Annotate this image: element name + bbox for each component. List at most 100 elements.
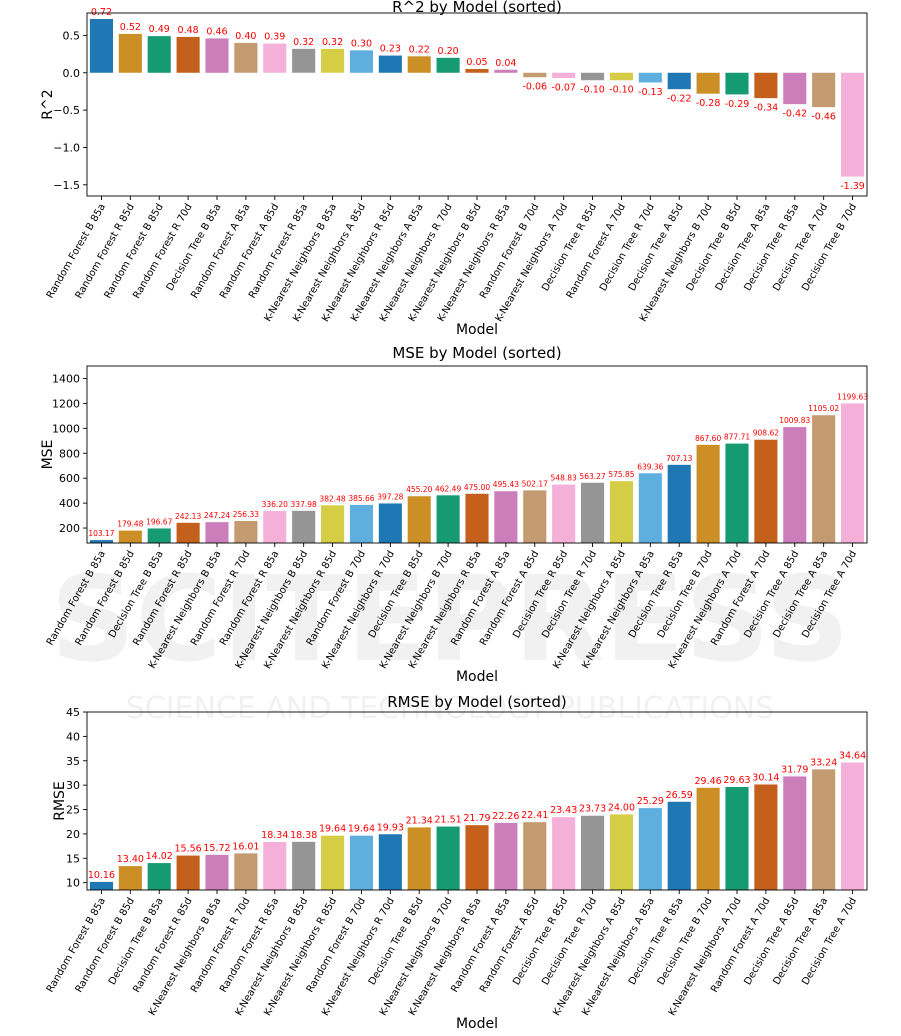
data-label: 0.49	[149, 24, 170, 35]
bar	[118, 33, 142, 73]
data-label: 25.29	[637, 796, 664, 807]
data-label: 21.79	[463, 813, 490, 824]
x-tick-label: Decision Tree R 70d	[598, 202, 657, 293]
data-label: -0.06	[522, 82, 547, 93]
y-tick-label: 25	[66, 804, 80, 817]
x-tick-label: Decision Tree A 70d	[771, 202, 830, 293]
bar	[321, 505, 345, 543]
data-label: -0.07	[551, 82, 576, 93]
watermark-subtext: SCIENCE AND TECHNOLOGY PUBLICATIONS	[126, 691, 775, 726]
bar	[292, 841, 316, 890]
bar	[754, 439, 778, 543]
y-tick-label: 600	[59, 472, 80, 485]
data-label: 0.05	[466, 57, 487, 68]
data-label: 0.32	[293, 37, 314, 48]
bar	[263, 842, 287, 890]
bar	[638, 808, 662, 890]
x-tick-label: Decision Tree A 85a	[714, 202, 773, 293]
bar	[349, 504, 373, 543]
x-axis-label: Model	[456, 322, 498, 338]
y-tick-label: 30	[66, 779, 80, 792]
data-label: 0.46	[206, 26, 227, 37]
bar	[523, 490, 547, 543]
bar	[118, 530, 142, 543]
bar	[494, 822, 518, 890]
bar	[436, 826, 460, 890]
data-label: 18.34	[261, 830, 288, 841]
data-label: -0.34	[754, 103, 779, 114]
data-label: 385.66	[348, 494, 374, 503]
bar	[754, 72, 778, 99]
data-label: 548.83	[551, 474, 577, 483]
data-label: 1009.83	[779, 416, 810, 425]
data-label: 31.79	[781, 764, 808, 775]
bar	[581, 72, 605, 81]
x-tick-label: Decision Tree B 70d	[800, 202, 859, 293]
bar	[812, 415, 836, 543]
bar	[667, 801, 691, 890]
data-label: 475.00	[464, 483, 490, 492]
data-label: 16.01	[232, 841, 259, 852]
data-label: -0.28	[696, 98, 721, 109]
y-tick-label: 1400	[52, 372, 80, 385]
bar	[465, 69, 489, 73]
bar	[552, 484, 576, 543]
bar	[118, 866, 142, 890]
bar	[581, 482, 605, 543]
bar	[378, 503, 402, 543]
data-label: 26.59	[666, 790, 693, 801]
x-tick-label: Decision Tree B 85d	[685, 202, 744, 293]
data-label: 336.20	[262, 500, 288, 509]
bar	[349, 50, 373, 73]
y-axis-label: MSE	[40, 440, 56, 470]
bar	[667, 72, 691, 90]
data-label: 21.51	[435, 815, 462, 826]
bar	[176, 522, 200, 543]
bar	[581, 815, 605, 890]
y-tick-label: 15	[66, 852, 80, 865]
bar	[696, 787, 720, 890]
bar	[436, 495, 460, 543]
data-label: 29.46	[695, 776, 722, 787]
bar	[667, 464, 691, 543]
y-axis-label: R^2	[40, 89, 56, 119]
y-tick-label: 35	[66, 755, 80, 768]
data-label: 0.40	[235, 31, 256, 42]
bar	[321, 835, 345, 890]
data-label: 462.49	[435, 484, 461, 493]
data-label: 382.48	[319, 494, 345, 503]
bar	[725, 786, 749, 890]
data-label: 495.43	[493, 480, 519, 489]
data-label: 30.14	[752, 772, 779, 783]
bar	[234, 853, 258, 890]
x-tick-label: Decision Tree R 85d	[540, 202, 599, 293]
bar	[783, 427, 807, 543]
data-label: 877.71	[724, 433, 750, 442]
bar	[378, 834, 402, 890]
bar	[638, 72, 662, 83]
data-label: 337.98	[291, 500, 317, 509]
y-tick-label: 45	[66, 706, 80, 719]
bar	[147, 36, 171, 73]
x-tick-label: Decision Tree R 70d	[540, 896, 599, 987]
y-tick-label: 200	[59, 522, 80, 535]
bar	[263, 511, 287, 543]
bar	[696, 444, 720, 543]
bar	[725, 72, 749, 95]
data-label: 33.24	[810, 757, 837, 768]
data-label: 707.13	[666, 454, 692, 463]
bar	[609, 481, 633, 543]
data-label: 575.85	[608, 470, 634, 479]
data-label: -1.39	[840, 181, 865, 192]
x-axis-label: Model	[456, 1016, 498, 1032]
y-tick-label: 1200	[52, 397, 80, 410]
data-label: 22.41	[521, 810, 548, 821]
chart-title: MSE by Model (sorted)	[392, 344, 561, 362]
data-label: -0.22	[667, 94, 692, 105]
data-label: 23.73	[579, 804, 606, 815]
x-tick-label: Decision Tree B 85d	[367, 896, 426, 987]
data-label: 397.28	[377, 492, 403, 501]
bar	[552, 72, 576, 78]
